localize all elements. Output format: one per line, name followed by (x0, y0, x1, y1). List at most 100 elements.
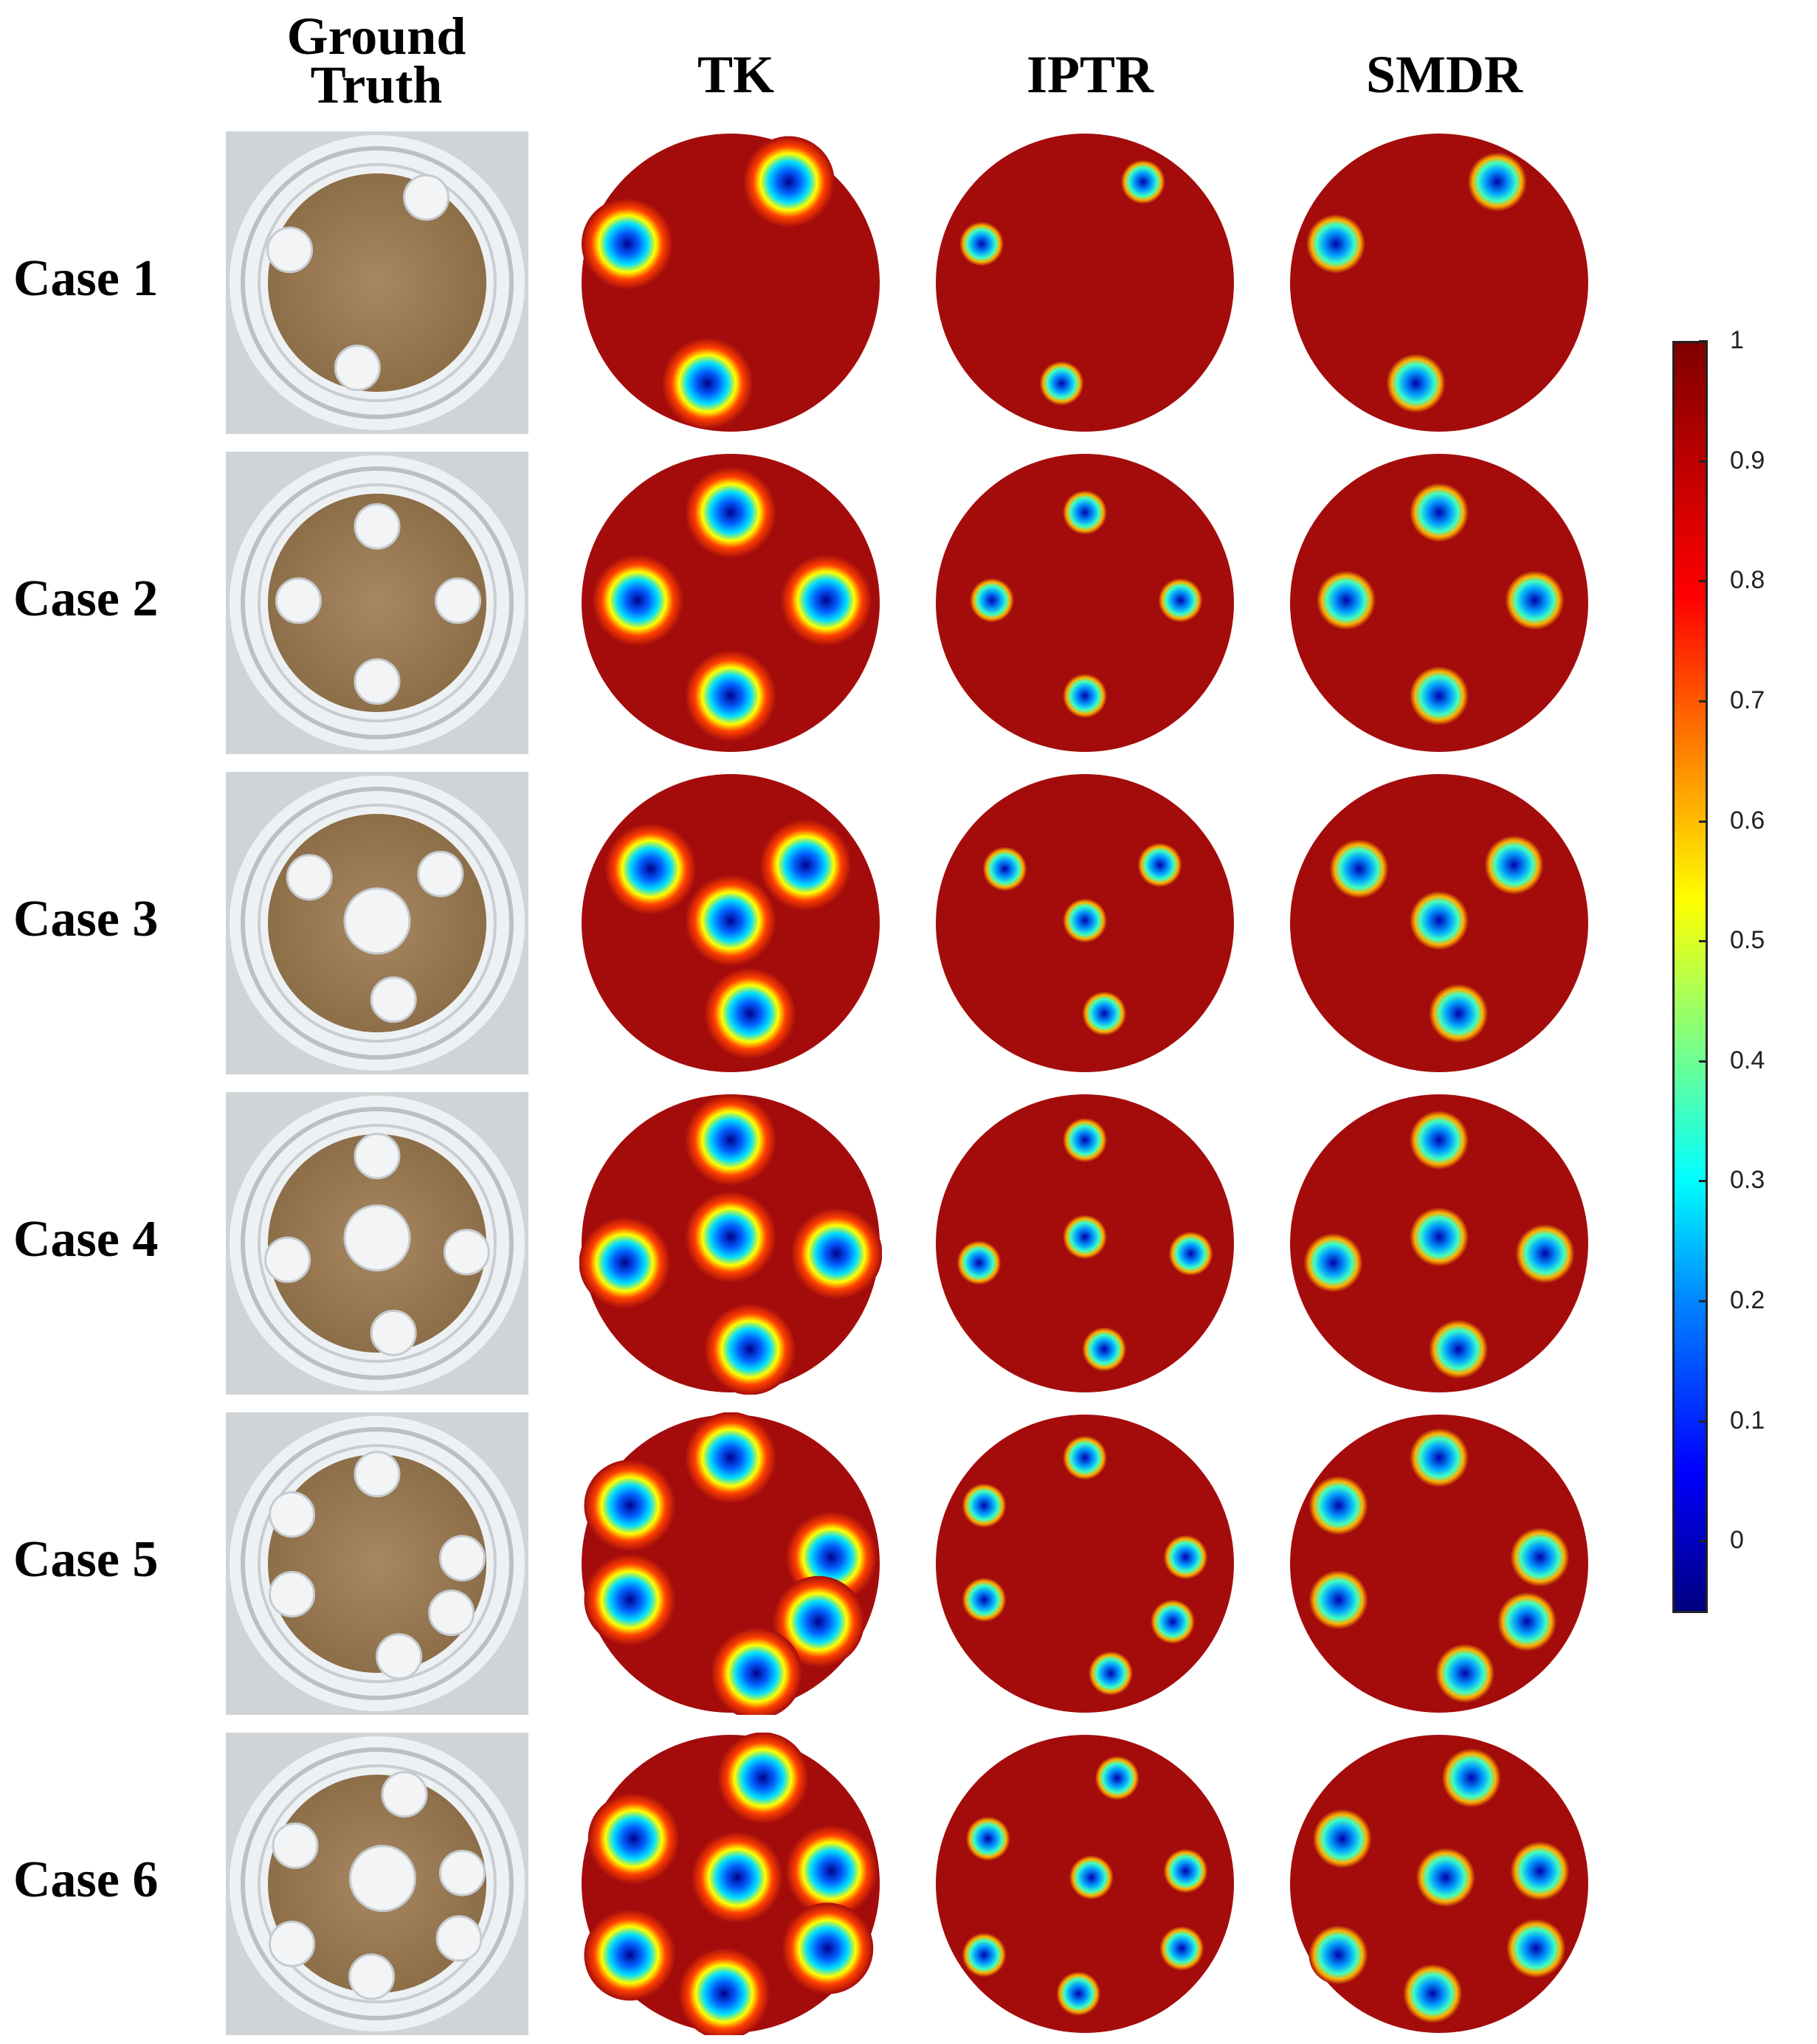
smdr-reconstruction-map (1288, 1092, 1590, 1395)
tank-ring (258, 483, 497, 722)
iptr-reconstruction-map (934, 1733, 1236, 2035)
anomaly-spot (962, 1578, 1007, 1622)
tank-ring (241, 787, 514, 1060)
acrylic-rod (403, 174, 450, 221)
colorbar-tick-mark (1699, 1540, 1708, 1543)
anomaly-spot (1069, 1855, 1114, 1900)
header-iptr: IPTR (1026, 45, 1154, 104)
ground-truth-photo (226, 131, 528, 434)
iptr-reconstruction-map (934, 1412, 1236, 1715)
anomaly-spot (592, 554, 683, 646)
acrylic-rod (381, 1771, 428, 1818)
anomaly-spot (982, 846, 1027, 891)
header-ground-truth-line2: Truth (310, 55, 443, 114)
tk-reconstruction-map (579, 131, 882, 434)
case-label: Case 2 (13, 570, 159, 627)
map-domain (582, 454, 880, 752)
anomaly-spot (1309, 1925, 1368, 1985)
anomaly-spot (1063, 1215, 1107, 1260)
anomaly-spot (1309, 1476, 1368, 1536)
anomaly-spot (604, 823, 697, 915)
colorbar-tick-mark (1699, 460, 1708, 463)
acrylic-rod (428, 1589, 475, 1637)
anomaly-spot (773, 1575, 864, 1668)
anomaly-spot (685, 1094, 776, 1186)
anomaly-spot (785, 1825, 878, 1917)
anomaly-spot (1429, 984, 1489, 1043)
anomaly-spot (1063, 490, 1107, 535)
anomaly-spot (579, 1217, 671, 1309)
anomaly-spot (962, 1483, 1007, 1528)
tank-ring (241, 1747, 514, 2020)
acrylic-rod (275, 577, 322, 624)
tank-ring (241, 146, 514, 419)
anomaly-spot (661, 337, 754, 429)
acrylic-rod (348, 1845, 416, 1913)
anomaly-spot (711, 1627, 802, 1715)
colorbar-tick-label: 0.9 (1730, 446, 1765, 474)
acrylic-rod (435, 1915, 483, 1962)
acrylic-rod (370, 976, 417, 1023)
smdr-reconstruction-map (1288, 1412, 1590, 1715)
acrylic-rod (354, 658, 401, 705)
colorbar-tick-mark (1699, 1300, 1708, 1303)
anomaly-spot (685, 650, 776, 742)
anomaly-spot (962, 1933, 1007, 1978)
anomaly-spot (1312, 1809, 1372, 1868)
case-label: Case 4 (13, 1211, 159, 1268)
anomaly-spot (759, 819, 852, 911)
acrylic-rod (417, 850, 464, 897)
anomaly-spot (1510, 1527, 1570, 1587)
anomaly-spot (1410, 1111, 1469, 1170)
tank-ring (258, 804, 497, 1043)
anomaly-spot (1429, 1319, 1489, 1379)
smdr-reconstruction-map (1288, 131, 1590, 434)
acrylic-rod (438, 1535, 486, 1582)
header-smdr: SMDR (1366, 45, 1523, 104)
acrylic-rod (269, 1920, 316, 1967)
acrylic-rod (343, 1204, 411, 1272)
tk-reconstruction-map (579, 1412, 882, 1715)
smdr-reconstruction-map (1288, 1733, 1590, 2035)
anomaly-spot (1317, 570, 1376, 630)
anomaly-spot (1410, 1428, 1469, 1488)
anomaly-spot (956, 1240, 1001, 1285)
ground-truth-photo (226, 772, 528, 1074)
anomaly-spot (1329, 839, 1389, 899)
smdr-reconstruction-map (1288, 772, 1590, 1074)
iptr-reconstruction-map (934, 452, 1236, 754)
anomaly-spot (582, 198, 673, 290)
tank-ring (258, 1124, 497, 1363)
acrylic-rod (376, 1633, 423, 1680)
acrylic-rod (343, 887, 411, 955)
anomaly-spot (782, 1902, 874, 1995)
anomaly-spot (685, 1412, 776, 1504)
colorbar-tick-label: 0.1 (1730, 1406, 1765, 1434)
anomaly-spot (1303, 1233, 1363, 1293)
acrylic-rod (269, 1570, 316, 1617)
anomaly-spot (1484, 835, 1544, 895)
anomaly-spot (584, 1554, 676, 1646)
anomaly-spot (1410, 1207, 1469, 1267)
acrylic-rod (348, 1953, 396, 2000)
anomaly-spot (1089, 1651, 1133, 1696)
anomaly-spot (685, 874, 776, 967)
anomaly-spot (1039, 361, 1084, 406)
case-label: Case 6 (13, 1851, 159, 1908)
anomaly-spot (1497, 1592, 1556, 1651)
acrylic-rod (334, 344, 381, 391)
iptr-reconstruction-map (934, 772, 1236, 1074)
ground-truth-photo (226, 452, 528, 754)
anomaly-spot (1510, 1841, 1570, 1901)
acrylic-rod (266, 227, 314, 274)
colorbar-tick-label: 0 (1730, 1526, 1744, 1555)
colorbar-tick-label: 0.5 (1730, 926, 1765, 955)
colorbar-tick-label: 0.2 (1730, 1286, 1765, 1315)
anomaly-spot (1410, 483, 1469, 542)
anomaly-spot (1063, 1435, 1107, 1480)
tk-reconstruction-map (579, 1733, 882, 2035)
anomaly-spot (1082, 991, 1127, 1036)
acrylic-rod (435, 577, 482, 624)
colorbar-tick-mark (1699, 700, 1708, 702)
colorbar-tick-label: 0.7 (1730, 686, 1765, 714)
